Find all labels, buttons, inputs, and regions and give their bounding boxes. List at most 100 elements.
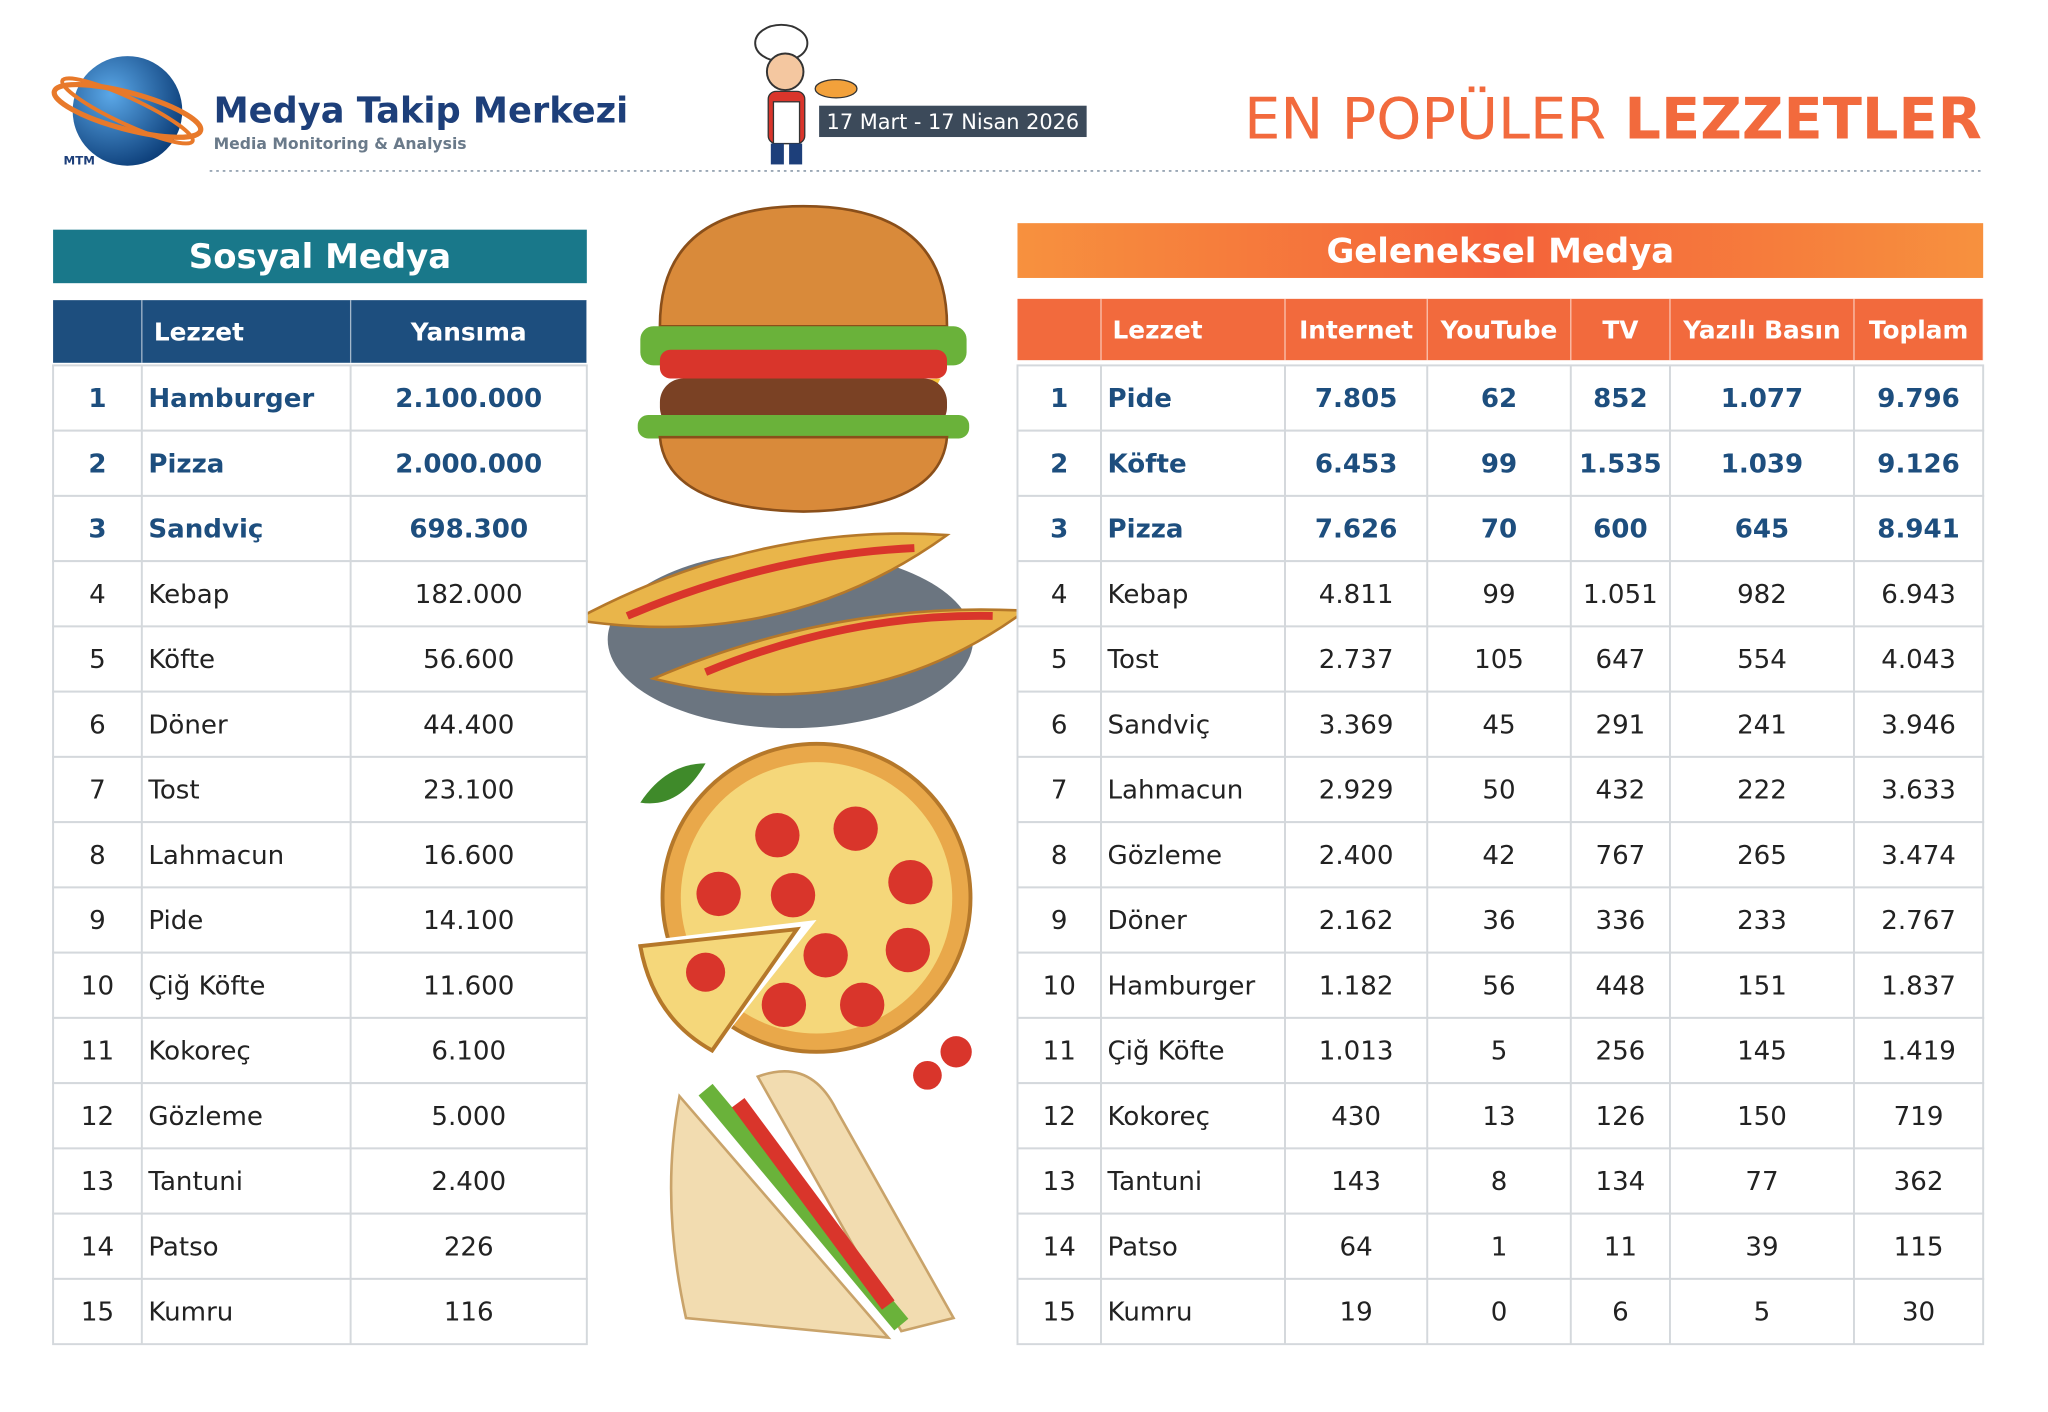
- table-cell: 2.767: [1881, 906, 1956, 936]
- table-row: [1016, 1016, 1985, 1085]
- table-cell: 5: [1491, 1037, 1508, 1067]
- table-row: [1016, 1277, 1985, 1346]
- logo: MTM Medya Takip Merkezi Media Monitoring…: [51, 56, 629, 167]
- logo-title: Medya Takip Merkezi: [214, 91, 629, 132]
- table-cell: Çiğ Köfte: [1108, 1037, 1225, 1067]
- table-cell: 362: [1894, 1167, 1944, 1197]
- table-cell: 2.400: [1319, 841, 1394, 871]
- table-cell: 64: [1340, 1232, 1373, 1262]
- table-cell: 698.300: [409, 515, 528, 545]
- column-header: YouTube: [1440, 316, 1558, 345]
- table-row: [1016, 821, 1985, 889]
- main-title: EN POPÜLER LEZZETLER: [1244, 85, 1982, 152]
- table-cell: Kebap: [1108, 580, 1189, 610]
- table-cell: 8: [1051, 841, 1068, 871]
- table-cell: 15: [1043, 1298, 1076, 1328]
- table-cell: 1.077: [1721, 384, 1804, 414]
- table-cell: Pizza: [1108, 515, 1184, 545]
- date-range: 17 Mart - 17 Nisan 2026: [827, 110, 1080, 134]
- table-cell: 99: [1481, 449, 1517, 479]
- table-cell: 3.474: [1881, 841, 1956, 871]
- table-cell: Tost: [147, 776, 199, 806]
- table-cell: 11: [81, 1037, 114, 1067]
- table-cell: 336: [1595, 906, 1645, 936]
- table-cell: 767: [1595, 841, 1645, 871]
- table-cell: 115: [1894, 1232, 1944, 1262]
- table-cell: 430: [1331, 1102, 1381, 1132]
- table-cell: 4: [1051, 580, 1068, 610]
- table-cell: 2.400: [431, 1167, 506, 1197]
- table-cell: 23.100: [423, 776, 514, 806]
- title-bold: LEZZETLER: [1624, 85, 1981, 152]
- table-cell: 9.126: [1877, 449, 1960, 479]
- table-cell: 10: [81, 971, 114, 1001]
- table-cell: 16.600: [423, 841, 514, 871]
- table-cell: 6: [1051, 710, 1068, 740]
- table-cell: Köfte: [1108, 449, 1187, 479]
- table-cell: Pizza: [148, 449, 224, 479]
- tables: Sosyal Medya Lezzet Yansıma 1 Hamburger 2.100…: [52, 223, 1985, 1346]
- sandwich-illustration: [669, 1069, 956, 1340]
- table-row: [1016, 625, 1985, 693]
- table-cell: Kokoreç: [148, 1037, 250, 1067]
- column-header: Lezzet: [1113, 316, 1203, 345]
- table-cell: 1: [1491, 1232, 1508, 1262]
- table-cell: 36: [1482, 906, 1515, 936]
- table-cell: 4.043: [1881, 645, 1956, 675]
- table-cell: 6.453: [1315, 449, 1398, 479]
- table-cell: 645: [1735, 515, 1789, 545]
- table-cell: 6: [89, 710, 106, 740]
- table-cell: 105: [1474, 645, 1524, 675]
- table-cell: 2.100.000: [395, 384, 542, 414]
- column-header: Yansıma: [410, 318, 527, 347]
- logo-subtitle: Media Monitoring & Analysis: [214, 134, 467, 153]
- title-light: EN POPÜLER: [1244, 85, 1606, 152]
- column-header: Lezzet: [154, 318, 244, 347]
- table-title-bar: [53, 229, 587, 284]
- table-row: [1016, 951, 1985, 1019]
- table-cell: 116: [444, 1298, 494, 1328]
- table-cell: 6.100: [431, 1037, 506, 1067]
- table-cell: 77: [1745, 1167, 1778, 1197]
- table-cell: Döner: [1108, 906, 1188, 936]
- column-header: Yazılı Basın: [1682, 316, 1840, 345]
- table-cell: 19: [1340, 1298, 1373, 1328]
- table-cell: 233: [1737, 906, 1787, 936]
- table-cell: 448: [1595, 971, 1645, 1001]
- table-cell: 50: [1482, 776, 1515, 806]
- table-row: [1016, 560, 1985, 628]
- table-cell: Tost: [1107, 645, 1159, 675]
- table-cell: 2: [88, 449, 106, 479]
- table-title: Sosyal Medya: [189, 237, 451, 276]
- table-cell: 3.946: [1881, 710, 1956, 740]
- table-cell: Pide: [1108, 384, 1172, 414]
- table-cell: 432: [1595, 776, 1645, 806]
- table-cell: 1.535: [1579, 449, 1662, 479]
- table-cell: 13: [81, 1167, 114, 1197]
- table-cell: 1: [88, 384, 106, 414]
- table-cell: Patso: [148, 1232, 218, 1262]
- table-row: [52, 1212, 588, 1280]
- table-row: [1016, 886, 1985, 954]
- table-cell: 4: [89, 580, 106, 610]
- table-cell: 150: [1737, 1102, 1787, 1132]
- table-title-bar: [1017, 223, 1984, 278]
- table-cell: Patso: [1108, 1232, 1178, 1262]
- table-cell: 9.796: [1877, 384, 1960, 414]
- table-cell: 2: [1050, 449, 1068, 479]
- table-row: [1016, 1082, 1985, 1150]
- table-cell: 2.929: [1319, 776, 1394, 806]
- table-cell: 13: [1482, 1102, 1515, 1132]
- table-cell: 554: [1737, 645, 1787, 675]
- table-cell: 1.039: [1721, 449, 1804, 479]
- table-cell: 8.941: [1877, 515, 1960, 545]
- table-cell: 3.633: [1881, 776, 1956, 806]
- table-row: [1016, 494, 1985, 563]
- table-cell: 3: [1050, 515, 1068, 545]
- table-cell: 291: [1595, 710, 1645, 740]
- table-cell: 39: [1745, 1232, 1778, 1262]
- table-cell: Hamburger: [148, 384, 314, 414]
- pide-illustration: [571, 532, 1030, 729]
- table-cell: 56.600: [423, 645, 514, 675]
